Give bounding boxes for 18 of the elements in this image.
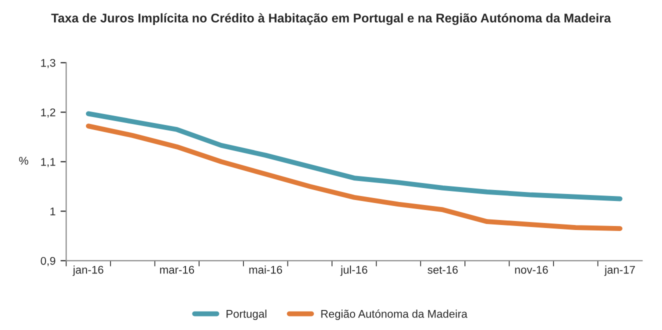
x-tick-label: jan-16 <box>72 266 104 276</box>
x-tick-label: nov-16 <box>515 266 548 274</box>
x-tick-label: set-16 <box>428 266 458 274</box>
y-tick-label: 1,1 <box>41 158 56 168</box>
x-tick-label: mar-16 <box>160 266 194 274</box>
line-series <box>86 111 622 202</box>
y-tick-label: 1,3 <box>41 58 56 68</box>
chart-title: Taxa de Juros Implícita no Crédito à Habitação em Portugal e na Região Autónoma da Madeira <box>51 13 612 26</box>
legend-label: Portugal <box>226 310 266 320</box>
x-tick-label: jul-16 <box>340 266 368 276</box>
legend-label: Região Autónoma da Madeira <box>321 310 468 320</box>
y-axis-title: % <box>19 156 28 165</box>
y-tick-label: 1 <box>50 208 56 216</box>
y-tick-label: 0,9 <box>40 256 56 266</box>
x-tick-label: mai-16 <box>249 266 282 274</box>
y-tick-label: 1,2 <box>41 108 56 118</box>
line-series <box>86 124 622 231</box>
x-tick-label: jan-17 <box>604 266 635 276</box>
